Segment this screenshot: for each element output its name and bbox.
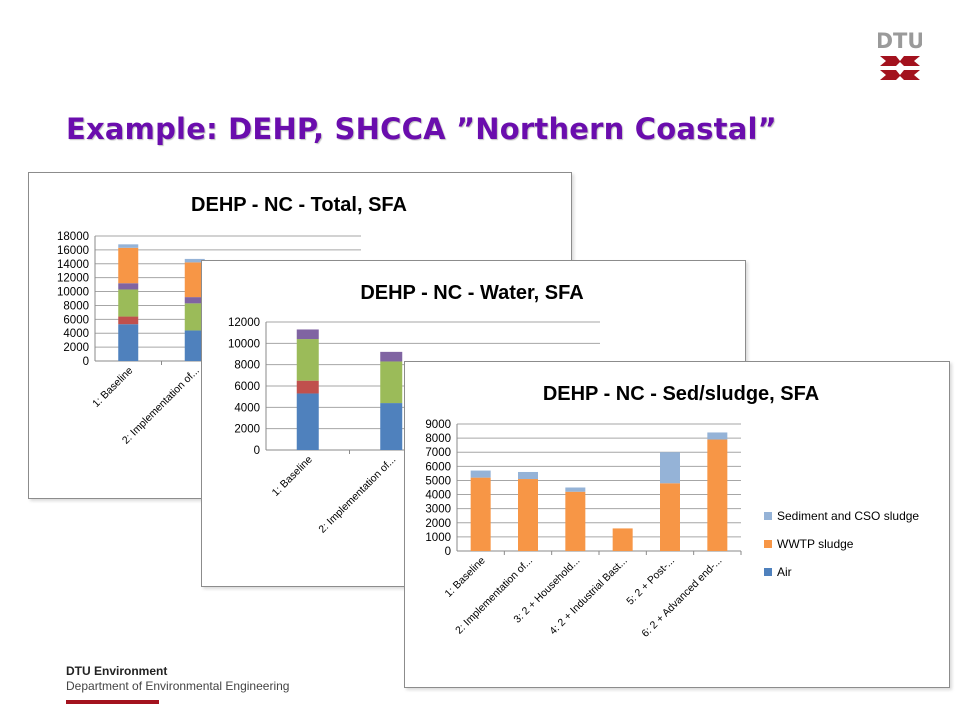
- y-tick-label: 12000: [57, 273, 89, 285]
- dtu-logo-text: DTU: [878, 29, 922, 53]
- chart-sed-sludge: DEHP - NC - Sed/sludge, SFA 0 1000 2000 3000…: [425, 383, 919, 640]
- bar-segment: [380, 361, 403, 404]
- bar-segment: [118, 283, 139, 290]
- footer-subtitle: Department of Environmental Engineering: [66, 679, 290, 693]
- chart-title: DEHP - NC - Sed/sludge, SFA: [543, 383, 819, 405]
- chart-panel-sed-sludge: DEHP - NC - Sed/sludge, SFA 0 1000 2000 3000…: [404, 361, 950, 688]
- chart-title: DEHP - NC - Water, SFA: [360, 282, 583, 304]
- y-tick-label: 2000: [234, 424, 260, 436]
- dtu-logo: DTU: [878, 29, 922, 80]
- bar-segment: [184, 258, 205, 263]
- bar-segment: [380, 351, 403, 362]
- x-category-label: 1: Baseline: [443, 555, 488, 600]
- bar-segment: [184, 297, 205, 304]
- y-tick-label: 4000: [63, 328, 89, 340]
- bar-segment: [184, 330, 205, 361]
- y-tick-label: 4000: [234, 402, 260, 414]
- y-tick-label: 7000: [425, 447, 451, 459]
- y-tick-label: 0: [445, 546, 451, 558]
- bar-segment: [296, 329, 319, 340]
- bar-segment: [296, 393, 319, 450]
- y-tick-label: 3000: [425, 504, 451, 516]
- footer-accent-bar: [66, 700, 159, 704]
- legend-swatch: [764, 512, 772, 520]
- bar-segment: [518, 471, 538, 480]
- y-tick-label: 14000: [57, 259, 89, 271]
- x-category-label: 5: 2 + Post-...: [624, 555, 677, 608]
- y-tick-label: 6000: [234, 381, 260, 393]
- legend-label: Air: [777, 565, 792, 579]
- slide-title: Example: DEHP, SHCCA ”Northern Coastal”: [66, 112, 777, 146]
- y-tick-label: 10000: [228, 338, 260, 350]
- y-tick-label: 1000: [425, 532, 451, 544]
- y-tick-label: 8000: [234, 360, 260, 372]
- y-tick-label: 16000: [57, 245, 89, 257]
- footer-department: DTU Environment: [66, 664, 168, 678]
- y-tick-label: 2000: [425, 518, 451, 530]
- footer: DTU Environment Department of Environmen…: [66, 664, 289, 694]
- x-category-label: 2: Implementation of...: [120, 365, 202, 447]
- x-category-label: 6: 2 + Advanced end-...: [639, 555, 724, 640]
- bar-segment: [118, 247, 139, 284]
- legend-label: Sediment and CSO sludge: [777, 509, 919, 523]
- bar-segment: [565, 487, 586, 492]
- bar-segment: [470, 470, 491, 478]
- y-tick-label: 5000: [425, 475, 451, 487]
- x-category-label: 1: Baseline: [270, 454, 315, 499]
- bar-segment: [118, 289, 139, 317]
- bar-segment: [118, 316, 139, 325]
- bar-segment: [470, 477, 491, 551]
- legend-swatch: [764, 568, 772, 576]
- bar-segment: [184, 303, 205, 331]
- bar-segment: [296, 380, 319, 394]
- bar-segment: [707, 439, 728, 551]
- legend-label: WWTP sludge: [777, 537, 854, 551]
- dtu-logo-mark: [880, 56, 920, 80]
- y-tick-label: 0: [83, 356, 89, 368]
- x-category-label: 4: 2 + Industrial Bast...: [547, 555, 630, 638]
- x-category-label: 1: Baseline: [90, 365, 135, 410]
- y-tick-label: 8000: [63, 300, 89, 312]
- y-tick-label: 0: [254, 445, 260, 457]
- y-tick-label: 2000: [63, 342, 89, 354]
- y-tick-label: 9000: [425, 419, 451, 431]
- bar-segment: [660, 483, 680, 551]
- bar-segment: [118, 324, 139, 361]
- legend-swatch: [764, 540, 772, 548]
- y-tick-label: 18000: [57, 231, 89, 243]
- bar-segment: [296, 339, 319, 381]
- bar-segment: [660, 452, 680, 484]
- bar-segment: [184, 262, 205, 298]
- bar-segment: [518, 479, 538, 551]
- bar-segment: [612, 528, 633, 551]
- y-tick-label: 8000: [425, 433, 451, 445]
- bar-segment: [118, 244, 139, 248]
- chart-title: DEHP - NC - Total, SFA: [191, 194, 407, 216]
- y-tick-label: 6000: [425, 461, 451, 473]
- bar-segment: [707, 432, 728, 440]
- bar-segment: [565, 491, 586, 551]
- y-tick-label: 4000: [425, 490, 451, 502]
- y-tick-label: 6000: [63, 314, 89, 326]
- y-tick-label: 12000: [228, 317, 260, 329]
- x-category-label: 2: Implementation of...: [453, 555, 535, 637]
- x-category-label: 2: Implementation of...: [316, 454, 398, 536]
- y-tick-label: 10000: [57, 287, 89, 299]
- bar-segment: [380, 403, 403, 450]
